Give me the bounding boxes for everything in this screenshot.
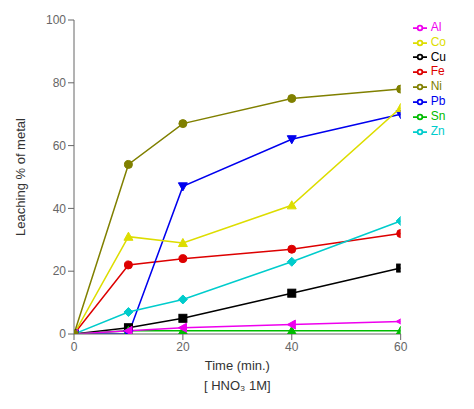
html-text:Pb: Pb [430,94,446,109]
svg-text:0: 0 [71,340,78,354]
svg-text:[ HNO₃ 1M]: [ HNO₃ 1M] [204,378,271,393]
svg-text:60: 60 [53,139,67,153]
svg-text:80: 80 [53,76,67,90]
html-text:Ni: Ni [430,79,442,94]
svg-text:100: 100 [46,13,66,27]
html-text:Cu: Cu [430,49,446,64]
svg-text:Time (min.): Time (min.) [205,358,270,373]
html-text:Al: Al [430,20,442,34]
html-text:Sn: Sn [430,109,446,123]
html-text:Co: Co [430,34,446,49]
html-text:Zn: Zn [430,123,445,138]
svg-text:0: 0 [59,327,66,341]
svg-text:20: 20 [53,264,67,278]
svg-text:40: 40 [285,340,299,354]
svg-text:20: 20 [176,340,190,354]
svg-text:40: 40 [53,202,67,216]
svg-text:Leaching % of metal: Leaching % of metal [13,118,28,236]
svg-text:60: 60 [394,340,408,354]
html-text:Fe: Fe [430,64,445,79]
